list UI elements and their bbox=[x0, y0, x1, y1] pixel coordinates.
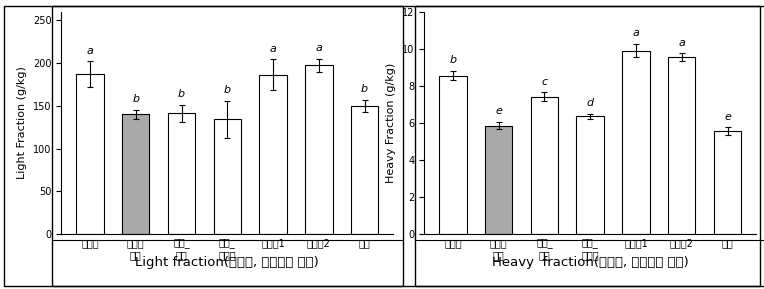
Text: e: e bbox=[724, 112, 731, 122]
Bar bbox=[351, 106, 378, 234]
Text: Heavy  fraction(침전물, 난분해성 탄소): Heavy fraction(침전물, 난분해성 탄소) bbox=[492, 257, 688, 269]
Bar bbox=[439, 75, 467, 234]
Text: b: b bbox=[361, 84, 368, 94]
Bar bbox=[76, 74, 104, 234]
Text: d: d bbox=[587, 98, 594, 108]
Bar bbox=[577, 116, 604, 234]
Text: e: e bbox=[495, 106, 502, 116]
Text: a: a bbox=[678, 38, 685, 48]
Bar bbox=[168, 113, 196, 234]
Text: a: a bbox=[270, 44, 277, 54]
Bar bbox=[122, 114, 150, 234]
Y-axis label: Light Fraction (g/kg): Light Fraction (g/kg) bbox=[18, 66, 28, 179]
Text: b: b bbox=[224, 85, 231, 95]
Text: a: a bbox=[633, 28, 639, 38]
Y-axis label: Heavy Fraction (g/kg): Heavy Fraction (g/kg) bbox=[387, 63, 397, 183]
Text: b: b bbox=[449, 55, 456, 65]
Text: b: b bbox=[178, 89, 185, 99]
Bar bbox=[259, 75, 286, 234]
Text: c: c bbox=[542, 77, 548, 87]
Text: a: a bbox=[86, 46, 93, 56]
Bar bbox=[668, 57, 695, 234]
Text: b: b bbox=[132, 95, 139, 104]
Bar bbox=[485, 126, 513, 234]
Bar bbox=[214, 119, 241, 234]
Bar bbox=[714, 131, 741, 234]
Text: Light fraction(부유물, 이분해성 탄소): Light fraction(부유물, 이분해성 탄소) bbox=[135, 257, 319, 269]
Bar bbox=[305, 66, 332, 234]
Bar bbox=[622, 51, 649, 234]
Bar bbox=[531, 97, 558, 234]
Text: a: a bbox=[316, 43, 322, 53]
